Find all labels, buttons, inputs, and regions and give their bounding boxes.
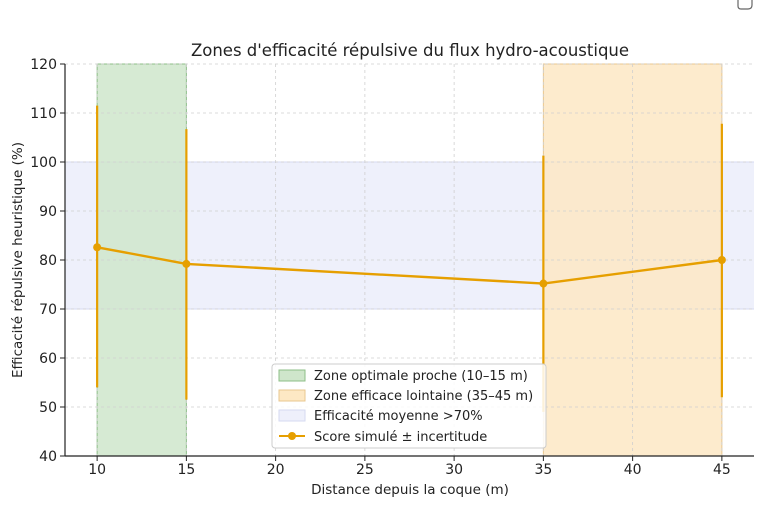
- y-tick-label: 70: [39, 302, 57, 318]
- ticks-layer: 10 15 20 25 30 35 40 45 40 50 60 70 80 90 100 110 120: [30, 57, 731, 478]
- y-tick-label: 80: [39, 253, 57, 269]
- y-tick-label: 90: [39, 204, 57, 220]
- y-tick-label: 40: [39, 449, 57, 465]
- copy-icon[interactable]: [736, 0, 754, 10]
- legend-label-zone-far: Zone efficace lointaine (35–45 m): [314, 389, 533, 404]
- legend-swatch-mean: [278, 409, 306, 422]
- y-tick-label: 110: [30, 106, 57, 122]
- data-point: [717, 256, 726, 264]
- x-tick-label: 40: [624, 462, 642, 478]
- legend-marker-series: [288, 432, 296, 440]
- x-tick-label: 30: [445, 462, 463, 478]
- y-tick-label: 100: [30, 155, 57, 171]
- series-line: [96, 246, 723, 285]
- zone-band-0: [96, 63, 187, 457]
- x-tick-label: 45: [713, 462, 731, 478]
- legend-label-mean: Efficacité moyenne >70%: [314, 409, 483, 424]
- legend-swatch-zone-near: [278, 369, 306, 382]
- x-tick-label: 25: [356, 462, 374, 478]
- data-point: [182, 259, 191, 268]
- data-point: [539, 279, 548, 288]
- x-tick-label: 20: [267, 462, 285, 478]
- y-axis-label: Efficacité répulsive heuristique (%): [10, 142, 26, 378]
- x-tick-label: 35: [534, 462, 552, 478]
- legend-swatch-zone-far: [278, 389, 306, 402]
- x-tick-label: 10: [88, 462, 106, 478]
- legend: Zone optimale proche (10–15 m) Zone effi…: [271, 363, 547, 449]
- data-point: [93, 243, 102, 252]
- legend-frame: [271, 363, 547, 449]
- chart-title: Zones d'efficacité répulsive du flux hyd…: [191, 41, 629, 60]
- legend-label-series: Score simulé ± incertitude: [314, 430, 487, 445]
- y-tick-label: 60: [39, 351, 57, 367]
- x-tick-label: 15: [177, 462, 195, 478]
- legend-label-zone-near: Zone optimale proche (10–15 m): [314, 369, 528, 384]
- y-tick-label: 120: [30, 57, 57, 73]
- x-axis-label: Distance depuis la coque (m): [311, 482, 509, 498]
- y-tick-label: 50: [39, 400, 57, 416]
